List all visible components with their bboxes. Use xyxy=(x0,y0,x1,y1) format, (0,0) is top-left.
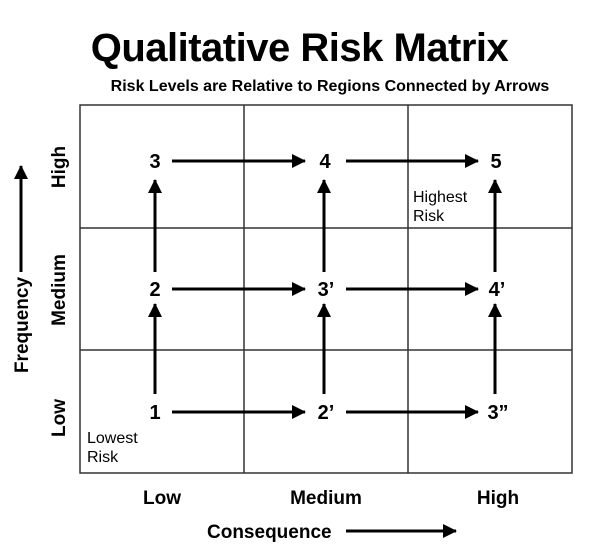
node-3-prime: 3’ xyxy=(318,279,335,301)
node-1: 1 xyxy=(149,402,160,424)
node-4-prime: 4’ xyxy=(489,279,506,301)
y-axis-title: Frequency xyxy=(12,277,33,374)
node-3: 3 xyxy=(149,151,160,173)
node-2: 2 xyxy=(149,279,160,301)
x-level-low: Low xyxy=(143,488,181,509)
y-level-low: Low xyxy=(49,399,70,437)
x-level-medium: Medium xyxy=(290,488,362,509)
node-5: 5 xyxy=(490,151,501,173)
highest-risk-note-line1: Highest xyxy=(413,189,468,206)
x-level-high: High xyxy=(477,488,519,509)
node-3-double-prime: 3” xyxy=(487,402,508,424)
y-level-high: High xyxy=(49,146,70,188)
x-axis-title: Consequence xyxy=(207,522,332,543)
page-title: Qualitative Risk Matrix xyxy=(90,26,509,70)
y-level-medium: Medium xyxy=(49,254,70,326)
lowest-risk-note-line2: Risk xyxy=(87,449,119,466)
node-4: 4 xyxy=(319,151,331,173)
node-2-prime: 2’ xyxy=(318,402,335,424)
page-subtitle: Risk Levels are Relative to Regions Conn… xyxy=(110,78,550,95)
lowest-risk-note-line1: Lowest xyxy=(87,430,138,447)
highest-risk-note-line2: Risk xyxy=(413,208,445,225)
grid-border xyxy=(79,104,573,474)
